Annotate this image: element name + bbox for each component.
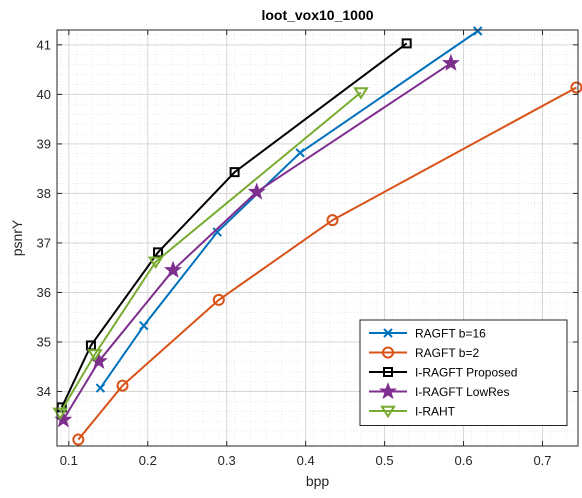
legend-item: I-RAGFT Proposed xyxy=(369,366,517,380)
legend-marker xyxy=(378,382,398,400)
major-grid xyxy=(57,30,578,446)
marker-stroke xyxy=(139,320,149,331)
series-4 xyxy=(54,53,460,428)
data-point xyxy=(295,148,305,158)
legend-label: I-RAGFT LowRes xyxy=(415,385,509,399)
legend-marker xyxy=(383,367,393,377)
series-5 xyxy=(52,87,369,421)
marker-stroke xyxy=(473,26,483,36)
y-tick-label: 40 xyxy=(37,87,51,102)
data-point xyxy=(326,214,339,227)
x-axis-label: bpp xyxy=(306,473,330,489)
data-point xyxy=(72,433,85,446)
data-point xyxy=(54,410,73,428)
legend-label: I-RAGFT Proposed xyxy=(415,366,517,380)
data-point xyxy=(153,247,164,258)
data-point xyxy=(139,320,149,331)
series-line xyxy=(59,91,362,414)
y-axis-label: psnrY xyxy=(9,219,25,256)
data-point xyxy=(570,81,582,94)
marker-stroke xyxy=(295,148,305,158)
x-tick-label: 0.7 xyxy=(533,453,551,468)
legend-item: RAGFT b=16 xyxy=(369,327,486,341)
x-tick-label: 0.2 xyxy=(139,453,157,468)
legend-box xyxy=(359,319,568,426)
data-point xyxy=(441,53,460,71)
legend-label: RAGFT b=16 xyxy=(415,327,486,341)
ticks-layer: 0.1 0.2 0.3 0.4 0.5 0.6 0.7 34 35 36 37 38 39 40 41 xyxy=(37,30,578,468)
data-point xyxy=(229,167,240,178)
x-tick-label: 0.3 xyxy=(218,453,236,468)
y-tick-label: 36 xyxy=(37,285,51,300)
series-layer xyxy=(52,26,582,446)
data-point xyxy=(353,87,369,100)
legend-item: RAGFT b=2 xyxy=(369,346,479,360)
series-1 xyxy=(95,26,483,393)
plot-frame xyxy=(56,29,579,447)
marker-stroke xyxy=(212,227,222,237)
data-point xyxy=(164,260,183,278)
legend-item: I-RAGFT LowRes xyxy=(369,382,509,400)
marker-stroke xyxy=(383,328,393,338)
y-tick-label: 41 xyxy=(37,37,51,52)
y-tick-label: 38 xyxy=(37,186,51,201)
y-tick-label: 34 xyxy=(37,384,51,399)
series-line xyxy=(60,42,408,408)
data-point xyxy=(473,26,483,36)
series-line xyxy=(77,86,577,441)
data-point xyxy=(116,379,129,392)
marker-stroke xyxy=(95,383,106,393)
x-tick-label: 0.1 xyxy=(60,453,78,468)
data-point xyxy=(147,256,164,270)
data-point xyxy=(247,182,266,200)
data-point xyxy=(87,349,103,362)
data-point xyxy=(212,293,225,306)
y-tick-label: 39 xyxy=(37,136,51,151)
x-tick-label: 0.6 xyxy=(454,453,472,468)
data-point xyxy=(95,383,106,393)
y-tick-label: 37 xyxy=(37,235,51,250)
legend-marker xyxy=(382,346,394,359)
x-tick-label: 0.5 xyxy=(376,453,394,468)
series-2 xyxy=(72,81,582,446)
legend-marker xyxy=(380,405,396,419)
data-point xyxy=(401,38,412,49)
legend-label: RAGFT b=2 xyxy=(415,346,479,360)
legend-label: I-RAHT xyxy=(415,405,456,419)
legend-item: I-RAHT xyxy=(369,405,456,419)
chart-title: loot_vox10_1000 xyxy=(261,7,373,23)
x-tick-label: 0.4 xyxy=(297,453,315,468)
y-tick-label: 35 xyxy=(37,335,51,350)
data-point xyxy=(212,227,222,237)
legend: RAGFT b=16 RAGFT b=2 I-RAGFT Proposed I-RAG… xyxy=(359,319,568,426)
legend-marker xyxy=(383,328,393,338)
